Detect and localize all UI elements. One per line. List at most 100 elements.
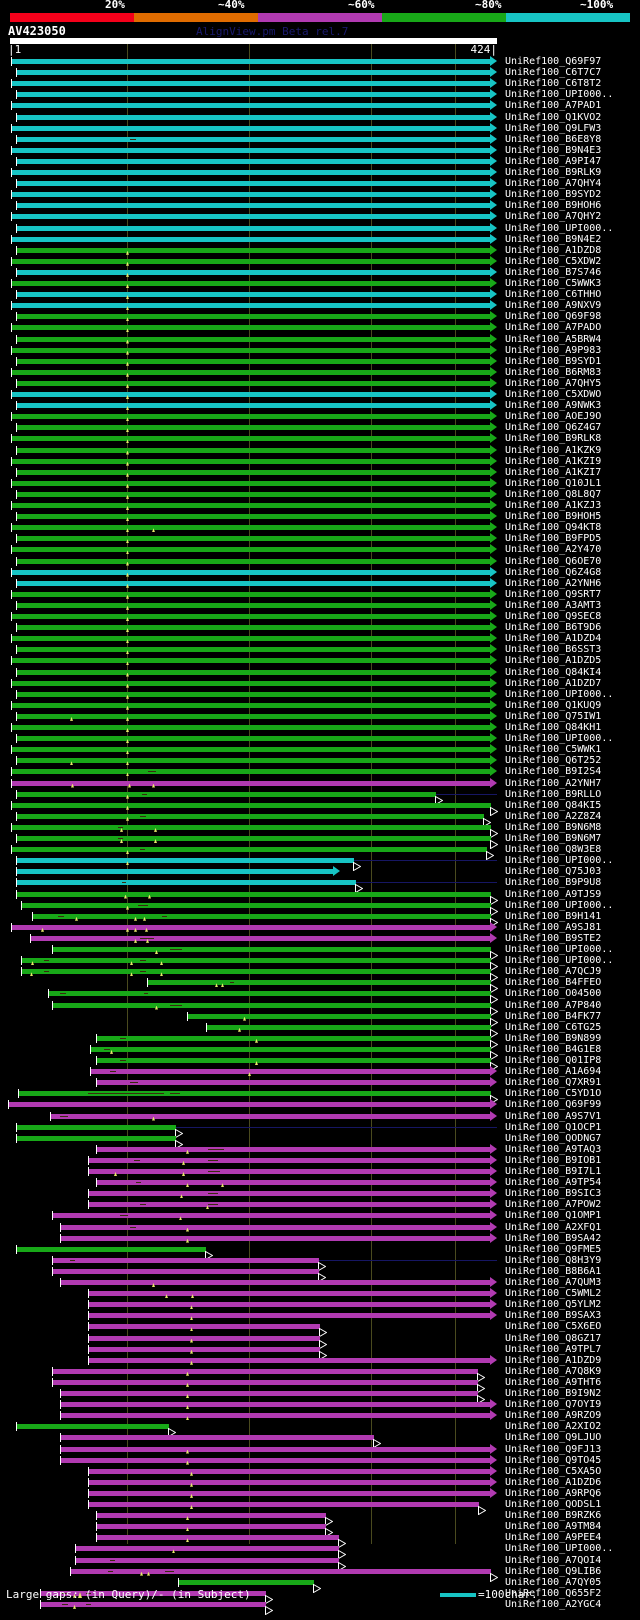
alignment-bar[interactable] bbox=[52, 1213, 491, 1219]
hit-label[interactable]: UniRef100_Q8H3Y9 bbox=[505, 1254, 602, 1266]
hit-row[interactable]: UniRef100_A1DZD6 bbox=[0, 1476, 640, 1488]
hit-label[interactable]: UniRef100_Q6T252 bbox=[505, 755, 602, 767]
hit-row[interactable]: UniRef100_A3AMT3 bbox=[0, 599, 640, 611]
hit-label[interactable]: UniRef100_B6SST3 bbox=[505, 644, 602, 656]
alignment-bar[interactable] bbox=[75, 1557, 339, 1563]
alignment-bar[interactable] bbox=[52, 1268, 319, 1274]
hit-label[interactable]: UniRef100_A3AMT3 bbox=[505, 599, 602, 611]
hit-label[interactable]: UniRef100_A7PAD1 bbox=[505, 100, 602, 112]
alignment-bar[interactable] bbox=[16, 403, 491, 409]
alignment-bar[interactable] bbox=[88, 1357, 491, 1363]
hit-label[interactable]: UniRef100_Q9SEC8 bbox=[505, 611, 602, 622]
alignment-bar[interactable] bbox=[88, 1202, 491, 1208]
hit-label[interactable]: UniRef100_A1KZI7 bbox=[505, 466, 602, 478]
hit-row[interactable]: UniRef100_Q69F99 bbox=[0, 1099, 640, 1110]
hit-label[interactable]: UniRef100_A1DZD6 bbox=[505, 1476, 602, 1488]
alignment-bar[interactable] bbox=[32, 913, 491, 919]
hit-row[interactable]: UniRef100_A7POW2 bbox=[0, 1199, 640, 1210]
hit-row[interactable]: UniRef100_Q9LIB6 bbox=[0, 1566, 640, 1582]
hit-row[interactable]: UniRef100_B7S746 bbox=[0, 266, 640, 278]
alignment-bar[interactable] bbox=[11, 614, 491, 619]
alignment-bar[interactable] bbox=[88, 1479, 491, 1485]
hit-row[interactable]: UniRef100_A1KZI7 bbox=[0, 466, 640, 478]
hit-label[interactable]: UniRef100_Q84KI5 bbox=[505, 799, 602, 811]
hit-row[interactable]: UniRef100_Q9FME5 bbox=[0, 1244, 640, 1261]
hit-label[interactable]: UniRef100_QODNG7 bbox=[505, 1132, 602, 1144]
hit-row[interactable]: UniRef100_B9N6M7 bbox=[0, 833, 640, 850]
hit-row[interactable]: UniRef100_C6T7C7 bbox=[0, 67, 640, 78]
hit-label[interactable]: UniRef100_A7PADO bbox=[505, 322, 602, 334]
hit-row[interactable]: UniRef100_UPI000.. bbox=[0, 944, 640, 961]
hit-row[interactable]: UniRef100_C5YD1O bbox=[0, 1088, 640, 1105]
alignment-bar[interactable] bbox=[16, 1124, 176, 1130]
alignment-bar[interactable] bbox=[11, 436, 491, 442]
alignment-bar[interactable] bbox=[16, 447, 491, 453]
hit-label[interactable]: UniRef100_B9I9N2 bbox=[505, 1388, 602, 1399]
hit-row[interactable]: UniRef100_A9PI47 bbox=[0, 155, 640, 167]
hit-label[interactable]: UniRef100_Q7XR91 bbox=[505, 1077, 602, 1089]
hit-label[interactable]: UniRef100_A1KZJ3 bbox=[505, 500, 602, 511]
hit-row[interactable]: UniRef100_Q1OMP1 bbox=[0, 1210, 640, 1221]
alignment-bar[interactable] bbox=[16, 469, 491, 475]
alignment-bar[interactable] bbox=[11, 125, 491, 131]
alignment-bar[interactable] bbox=[11, 924, 491, 930]
alignment-bar[interactable] bbox=[11, 458, 491, 464]
hit-row[interactable]: UniRef100_Q9FJ13 bbox=[0, 1443, 640, 1455]
alignment-bar[interactable] bbox=[11, 747, 491, 753]
hit-row[interactable]: UniRef100_B9IOB1 bbox=[0, 1154, 640, 1166]
alignment-bar[interactable] bbox=[60, 1402, 491, 1408]
hit-label[interactable]: UniRef100_B9N6M8 bbox=[505, 821, 602, 833]
hit-label[interactable]: UniRef100_Q75IW1 bbox=[505, 710, 602, 722]
hit-label[interactable]: UniRef100_A2YNH7 bbox=[505, 777, 602, 789]
hit-label[interactable]: UniRef100_B9H141 bbox=[505, 910, 602, 922]
hit-row[interactable]: UniRef100_B9SA42 bbox=[0, 1232, 640, 1244]
hit-label[interactable]: UniRef100_B4FK77 bbox=[505, 1010, 602, 1022]
alignment-bar[interactable] bbox=[11, 214, 491, 220]
alignment-bar[interactable] bbox=[11, 369, 491, 375]
hit-label[interactable]: UniRef100_Q69F98 bbox=[505, 311, 602, 323]
hit-row[interactable]: UniRef100_O04500 bbox=[0, 988, 640, 1005]
hit-row[interactable]: UniRef100_B9SYD1 bbox=[0, 355, 640, 367]
hit-label[interactable]: UniRef100_C5X6EO bbox=[505, 1321, 602, 1333]
alignment-bar[interactable] bbox=[88, 1291, 491, 1297]
hit-row[interactable]: UniRef100_A9PEE4 bbox=[0, 1532, 640, 1549]
hit-row[interactable]: UniRef100_Q6T252 bbox=[0, 755, 640, 766]
alignment-bar[interactable] bbox=[70, 1568, 491, 1574]
hit-row[interactable]: UniRef100_A9NXV9 bbox=[0, 300, 640, 311]
hit-label[interactable]: UniRef100_B8B6A1 bbox=[505, 1265, 602, 1277]
hit-label[interactable]: UniRef100_B6RM83 bbox=[505, 366, 602, 378]
hit-label[interactable]: UniRef100_A9THT6 bbox=[505, 1376, 602, 1388]
alignment-bar[interactable] bbox=[11, 525, 491, 531]
hit-row[interactable]: UniRef100_A2Z8Z4 bbox=[0, 811, 640, 828]
hit-label[interactable]: UniRef100_C6T8T2 bbox=[505, 78, 602, 90]
hit-label[interactable]: UniRef100_C6THHO bbox=[505, 289, 602, 301]
alignment-bar[interactable] bbox=[16, 625, 491, 631]
hit-row[interactable]: UniRef100_B9STE2 bbox=[0, 932, 640, 944]
hit-label[interactable]: UniRef100_A7QY05 bbox=[505, 1576, 602, 1588]
hit-row[interactable]: UniRef100_Q10JL1 bbox=[0, 477, 640, 489]
hit-label[interactable]: UniRef100_A1DZD5 bbox=[505, 655, 602, 667]
hit-label[interactable]: UniRef100_A9P983 bbox=[505, 344, 602, 356]
alignment-bar[interactable] bbox=[16, 247, 491, 253]
hit-label[interactable]: UniRef100_Q8W3E8 bbox=[505, 844, 602, 856]
hit-row[interactable]: UniRef100_Q9LFW3 bbox=[0, 122, 640, 134]
hit-row[interactable]: UniRef100_B9RLLO bbox=[0, 789, 640, 805]
alignment-bar[interactable] bbox=[147, 980, 491, 986]
alignment-bar[interactable] bbox=[16, 292, 491, 298]
hit-row[interactable]: UniRef100_Q5YLM2 bbox=[0, 1299, 640, 1310]
alignment-bar[interactable] bbox=[11, 81, 491, 87]
hit-row[interactable]: UniRef100_A1A694 bbox=[0, 1066, 640, 1077]
alignment-bar[interactable] bbox=[16, 869, 334, 875]
hit-row[interactable]: UniRef100_A1DZD5 bbox=[0, 655, 640, 666]
hit-label[interactable]: UniRef100_Q1KUQ9 bbox=[505, 699, 602, 711]
alignment-bar[interactable] bbox=[11, 170, 491, 175]
alignment-bar[interactable] bbox=[11, 303, 491, 309]
hit-label[interactable]: UniRef100_A7Q8K9 bbox=[505, 1365, 602, 1377]
alignment-bar[interactable] bbox=[60, 1280, 491, 1285]
alignment-bar[interactable] bbox=[11, 258, 491, 264]
hit-row[interactable]: UniRef100_B4G1E8 bbox=[0, 1043, 640, 1061]
hit-label[interactable]: UniRef100_A9TJS9 bbox=[505, 888, 602, 900]
alignment-bar[interactable] bbox=[90, 1046, 491, 1052]
hit-label[interactable]: UniRef100_B4G1E8 bbox=[505, 1043, 602, 1055]
hit-row[interactable]: UniRef100_B9FPD5 bbox=[0, 533, 640, 544]
